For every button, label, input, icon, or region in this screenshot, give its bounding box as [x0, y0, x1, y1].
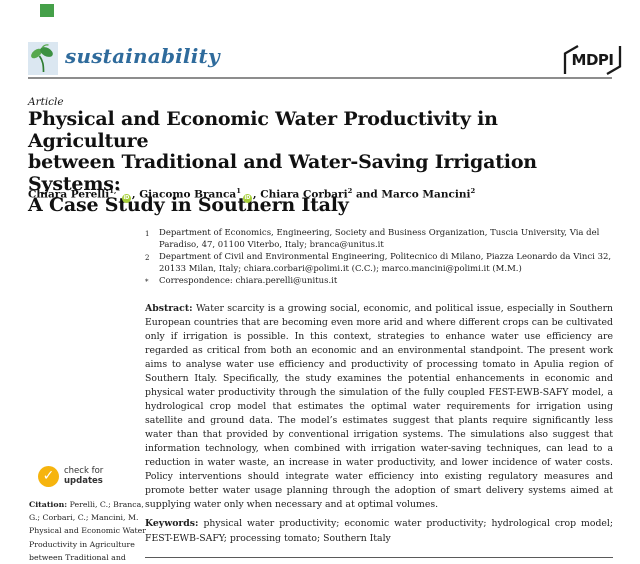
- keywords-label: Keywords:: [145, 518, 199, 529]
- mdpi-wordmark: MDPI: [571, 51, 614, 69]
- badge-line2: updates: [64, 475, 103, 486]
- author-affil-sup: 1: [236, 187, 241, 195]
- keywords-text: physical water productivity; economic wa…: [145, 518, 613, 544]
- page-title: Physical and Economic Water Productivity…: [28, 108, 537, 216]
- orcid-icon[interactable]: iD: [242, 193, 252, 203]
- citation-block: Citation: Perelli, C.; Branca, G.; Corba…: [29, 498, 150, 564]
- orcid-icon[interactable]: iD: [121, 193, 131, 203]
- article-type-label: Article: [28, 96, 64, 108]
- affiliation-text: Department of Civil and Environmental En…: [159, 252, 612, 274]
- correspondence-text: Correspondence: chiara.perelli@unitus.it: [159, 276, 338, 286]
- check-icon: ✓: [38, 466, 59, 487]
- abstract-paragraph: Abstract: Water scarcity is a growing so…: [145, 302, 613, 512]
- author-separator: ,: [252, 188, 261, 201]
- author-separator: and: [352, 188, 382, 201]
- affiliation-marker: *: [145, 278, 149, 286]
- badge-line1: check for: [64, 466, 104, 476]
- journal-title: sustainability: [65, 44, 220, 68]
- keywords-divider: [145, 557, 613, 558]
- affiliation-item: * Correspondence: chiara.perelli@unitus.…: [145, 275, 613, 288]
- main-column: 1 Department of Economics, Engineering, …: [145, 227, 613, 564]
- author-name: Chiara Perelli: [28, 188, 110, 201]
- plant-icon: [31, 44, 53, 73]
- green-corner-marker: [40, 4, 54, 17]
- mdpi-bracket-icon: [563, 45, 622, 75]
- abstract-label: Abstract:: [145, 303, 193, 314]
- journal-logo: [28, 42, 58, 75]
- citation-text: Perelli, C.; Branca, G.; Corbari, C.; Ma…: [29, 500, 146, 562]
- affiliation-text: Department of Economics, Engineering, So…: [159, 228, 600, 250]
- author-name: Giacomo Branca: [139, 188, 237, 201]
- badge-text: check for updates: [64, 466, 104, 486]
- affiliation-item: 2 Department of Civil and Environmental …: [145, 251, 613, 275]
- mdpi-logo: MDPI: [561, 43, 624, 77]
- author-affil-sup: 2: [347, 187, 353, 195]
- author-name: Marco Mancini: [381, 188, 471, 201]
- affiliation-marker: 2: [145, 254, 150, 262]
- affiliation-item: 1 Department of Economics, Engineering, …: [145, 227, 613, 251]
- author-separator: ,: [131, 188, 140, 201]
- citation-label: Citation:: [29, 500, 68, 509]
- header-divider: [28, 77, 612, 79]
- author-affil-sup: 1,*: [109, 187, 120, 195]
- check-for-updates-badge[interactable]: ✓ check for updates: [38, 465, 138, 489]
- authors-line: Chiara Perelli1,*iD, Giacomo Branca1iD, …: [28, 187, 588, 203]
- keywords-paragraph: Keywords: physical water productivity; e…: [145, 516, 613, 546]
- author-name: Chiara Corbari: [260, 188, 348, 201]
- affiliation-marker: 1: [145, 230, 150, 238]
- author-affil-sup: 2: [470, 187, 476, 195]
- abstract-text: Water scarcity is a growing social, econ…: [145, 303, 613, 510]
